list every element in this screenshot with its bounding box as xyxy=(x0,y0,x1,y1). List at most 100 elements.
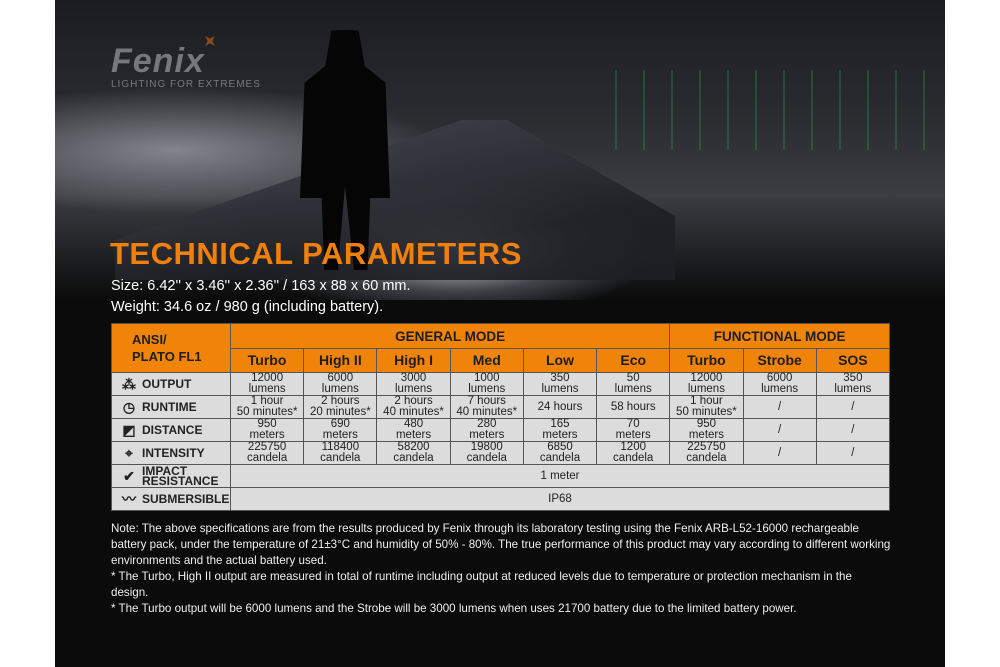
cell-line: 6000 xyxy=(327,372,354,384)
notes: Note: The above specifications are from … xyxy=(111,521,891,617)
table-cell: 12000 lumens xyxy=(669,372,744,396)
cell-line: 50 xyxy=(626,372,640,384)
impact-check-icon: ✔ xyxy=(123,467,135,484)
cell-line: 24 hours xyxy=(537,400,583,413)
table-cell: 1 hour 50 minutes* xyxy=(229,395,305,419)
table-row: ⌖ INTENSITY 225750 candela 118400 candela 5820… xyxy=(111,441,891,465)
cell-line: candela xyxy=(466,452,507,464)
cell-line: 58 hours xyxy=(610,400,656,413)
table-cell: 350 lumens xyxy=(522,372,598,396)
cell-line: / xyxy=(778,446,782,459)
standard-header: ANSI/ PLATO FL1 xyxy=(111,323,231,373)
brand-name: Fenix xyxy=(111,42,205,80)
table-cell: 225750 candela xyxy=(229,441,305,465)
cell-line: 12000 xyxy=(251,372,284,384)
table-cell: 118400 candela xyxy=(303,441,378,465)
row-label: ⌖ INTENSITY xyxy=(111,441,231,465)
cell-line: 225750 xyxy=(247,441,287,453)
impact-value: 1 meter xyxy=(230,464,890,488)
table-cell: 7 hours 40 minutes* xyxy=(449,395,524,419)
standard-line2: PLATO FL1 xyxy=(132,349,202,364)
table-cell: 12000 lumens xyxy=(229,372,305,396)
label-line: RUNTIME xyxy=(142,400,197,415)
beam-distance-icon: ◩ xyxy=(122,421,136,438)
row-label-text: IMPACT RESISTANCE xyxy=(142,464,219,488)
cell-line: 1 hour xyxy=(690,395,723,407)
cell-line: 118400 xyxy=(321,441,360,453)
table-cell: 690 meters xyxy=(303,418,378,442)
cell-line: 70 xyxy=(626,418,640,430)
light-burst-icon: ⁂ xyxy=(122,375,136,392)
spec-table: ANSI/ PLATO FL1 GENERAL MODE FUNCTIONAL … xyxy=(111,323,891,511)
cell-line: lumens xyxy=(321,383,359,395)
brand-tagline: LIGHTING FOR EXTREMES xyxy=(111,79,261,90)
cell-line: candela xyxy=(246,452,288,464)
cell-line: candela xyxy=(320,452,361,464)
table-cell: / xyxy=(742,441,817,465)
standard-line1: ANSI/ xyxy=(132,332,167,347)
cell-line: meters xyxy=(249,429,285,441)
table-cell: 70 meters xyxy=(596,418,671,442)
label-line: IMPACT xyxy=(142,464,188,478)
table-cell: / xyxy=(815,395,891,419)
cell-line: 225750 xyxy=(687,441,726,453)
fence xyxy=(615,70,945,150)
cell-line: 2 hours xyxy=(321,395,360,407)
row-label-text: INTENSITY xyxy=(142,447,205,459)
cell-line: 1 hour xyxy=(250,395,284,407)
table-cell: 50 lumens xyxy=(596,372,671,396)
product-spec-banner: Fenix LIGHTING FOR EXTREMES TECHNICAL PA… xyxy=(55,0,945,667)
cell-line: 350 xyxy=(843,372,863,384)
general-mode-header: GENERAL MODE xyxy=(229,323,671,349)
weight-spec: Weight: 34.6 oz / 980 g (including batte… xyxy=(111,299,384,315)
table-cell: 950 meters xyxy=(669,418,744,442)
mode-header: Eco xyxy=(596,348,671,373)
table-cell: / xyxy=(742,395,817,419)
row-label-text: RUNTIME xyxy=(142,400,197,415)
mode-header: Turbo xyxy=(669,348,744,373)
row-label: ✔ IMPACT RESISTANCE xyxy=(111,464,231,488)
table-row: ◩ DISTANCE 950 meters 690 meters 480 meters 280 m… xyxy=(111,418,891,442)
mode-header: Low xyxy=(522,348,598,373)
page-title: TECHNICAL PARAMETERS xyxy=(110,236,522,271)
row-label-text: DISTANCE xyxy=(142,423,203,438)
cell-line: 50 minutes* xyxy=(676,406,737,418)
mode-header: Turbo xyxy=(229,348,305,373)
table-cell: 19800 candela xyxy=(449,441,524,465)
table-cell: 3000 lumens xyxy=(376,372,451,396)
row-label: 〰 SUBMERSIBLE xyxy=(111,487,231,511)
table-cell: 350 lumens xyxy=(815,372,891,396)
cell-line: lumens xyxy=(761,383,799,395)
cell-line: lumens xyxy=(468,383,506,395)
table-cell: 280 meters xyxy=(449,418,524,442)
mode-header: Strobe xyxy=(742,348,817,373)
cell-line: lumens xyxy=(834,383,872,395)
size-spec: Size: 6.42'' x 3.46'' x 2.36'' / 163 x 8… xyxy=(111,278,411,294)
cell-line: 7 hours xyxy=(467,395,506,407)
table-cell: 1200 candela xyxy=(596,441,671,465)
label-line: RESISTANCE xyxy=(142,474,219,488)
mode-header: High I xyxy=(376,348,451,373)
note-21700-battery: * The Turbo output will be 6000 lumens a… xyxy=(111,602,797,615)
note-main: Note: The above specifications are from … xyxy=(111,522,891,567)
table-cell: 2 hours 40 minutes* xyxy=(376,395,451,419)
table-cell: / xyxy=(815,441,891,465)
cell-line: / xyxy=(851,400,855,413)
row-label-text: SUBMERSIBLE xyxy=(142,492,230,507)
target-icon: ⌖ xyxy=(125,444,133,461)
cell-line: 50 minutes* xyxy=(236,406,298,418)
label-line: DISTANCE xyxy=(142,423,203,438)
cell-line: candela xyxy=(613,452,654,464)
cell-line: meters xyxy=(542,429,578,441)
cell-line: 6850 xyxy=(547,441,573,453)
cell-line: lumens xyxy=(248,383,286,395)
table-cell: 1 hour 50 minutes* xyxy=(669,395,744,419)
submersible-value: IP68 xyxy=(230,487,890,511)
cell-line: lumens xyxy=(614,383,652,395)
table-row-submersible: 〰 SUBMERSIBLE IP68 xyxy=(111,487,890,511)
table-cell: 1000 lumens xyxy=(449,372,524,396)
wave-icon: 〰 xyxy=(122,490,136,507)
label-line: SUBMERSIBLE xyxy=(142,492,230,507)
cell-line: 19800 xyxy=(470,441,503,453)
table-cell: / xyxy=(742,418,817,442)
